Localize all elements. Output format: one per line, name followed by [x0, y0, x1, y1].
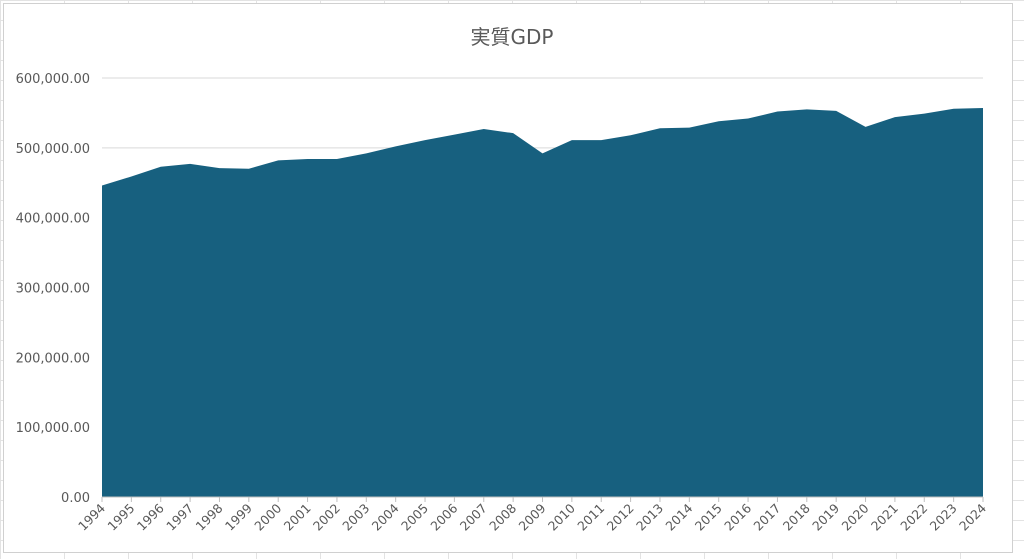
chart-title: 実質GDP — [471, 25, 554, 49]
x-tick-label: 2014 — [662, 500, 695, 533]
y-tick-label: 500,000.00 — [16, 142, 90, 157]
x-tick-label: 2001 — [281, 501, 314, 534]
plot-area — [101, 108, 984, 498]
x-tick-label: 2002 — [310, 501, 343, 534]
y-tick-label: 600,000.00 — [16, 72, 90, 87]
x-tick-label: 2021 — [868, 501, 901, 534]
area-series[interactable] — [102, 108, 983, 498]
x-tick-label: 2015 — [692, 501, 725, 534]
y-tick-label: 200,000.00 — [16, 351, 90, 366]
x-tick-label: 2000 — [251, 500, 284, 533]
x-tick-label: 2006 — [427, 500, 460, 533]
x-tick-label: 2012 — [604, 501, 637, 534]
x-tick-label: 1996 — [134, 500, 167, 533]
x-tick-label: 1999 — [222, 500, 255, 533]
x-tick-label: 2018 — [780, 500, 813, 533]
y-tick-label: 300,000.00 — [16, 282, 90, 297]
x-tick-label: 2024 — [956, 500, 989, 533]
x-tick-label: 2020 — [839, 500, 872, 533]
x-tick-label: 2010 — [545, 500, 578, 533]
x-tick-label: 1998 — [192, 500, 225, 533]
x-tick-label: 1997 — [163, 501, 196, 534]
x-tick-label: 2003 — [339, 501, 372, 534]
x-tick-label: 2004 — [369, 500, 402, 533]
x-tick-label: 2009 — [516, 500, 549, 533]
x-tick-label: 1995 — [104, 501, 137, 534]
x-tick-label: 2008 — [486, 500, 519, 533]
x-tick-label: 2005 — [398, 501, 431, 534]
x-tick-label: 2016 — [721, 500, 754, 533]
x-tick-label: 2013 — [633, 501, 666, 534]
y-tick-label: 400,000.00 — [16, 212, 90, 227]
y-tick-label: 100,000.00 — [16, 421, 90, 436]
x-tick-label: 2017 — [750, 501, 783, 534]
x-tick-label: 2023 — [927, 501, 960, 534]
x-tick-label: 2007 — [457, 501, 490, 534]
x-tick-label: 2011 — [574, 501, 607, 534]
y-tick-label: 0.00 — [61, 491, 90, 506]
x-tick-label: 2022 — [897, 501, 930, 534]
x-tick-label: 2019 — [809, 500, 842, 533]
